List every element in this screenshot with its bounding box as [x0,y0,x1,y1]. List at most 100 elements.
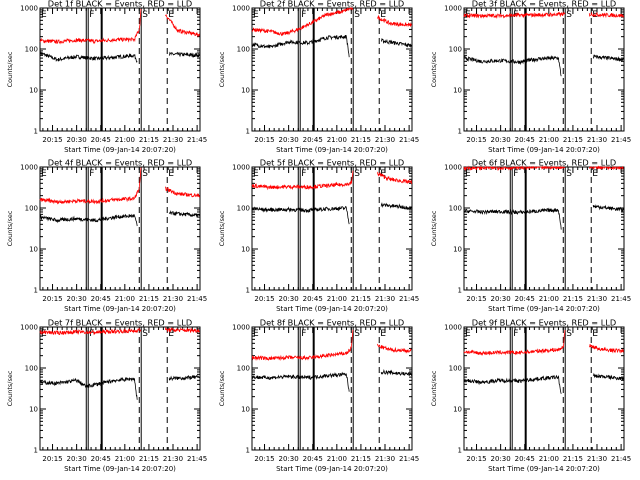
y-tick-label: 1000 [20,5,38,13]
x-tick-label: 21:00 [539,295,559,303]
event-marker-label: S [566,10,572,20]
event-marker-label: S [354,329,360,339]
x-axis-label: Start Time (09-Jan-14 20:07:20) [64,465,176,473]
x-tick-label: 21:30 [375,295,395,303]
event-marker-label: S [566,329,572,339]
x-axis-label: Start Time (09-Jan-14 20:07:20) [488,465,600,473]
x-tick-label: 20:15 [254,455,274,463]
chart-panel: Det 7f BLACK = Events, RED = LLD Counts/s… [6,318,207,474]
chart-panel: Det 6f BLACK = Events, RED = LLD Counts/s… [430,158,631,314]
events-series-line [463,54,624,77]
x-tick-label: 21:00 [115,136,135,144]
x-tick-label: 20:30 [491,136,511,144]
x-tick-label: 20:30 [67,295,87,303]
x-tick-label: 21:45 [187,136,207,144]
y-tick-label: 10 [29,87,38,95]
chart-title: Det 1f BLACK = Events, RED = LLD [48,0,192,9]
y-tick-label: 1 [246,128,250,136]
y-tick-label: 1000 [444,164,462,172]
x-tick-label: 20:45 [303,295,323,303]
plot-frame [251,7,413,132]
x-tick-label: 20:45 [515,136,535,144]
chart-title: Det 2f BLACK = Events, RED = LLD [260,0,404,9]
event-marker-label: E [592,329,598,339]
x-axis-label: Start Time (09-Jan-14 20:07:20) [488,146,600,154]
x-tick-label: 21:15 [351,136,371,144]
x-tick-label: 21:45 [611,295,631,303]
y-tick-label: 1 [34,128,38,136]
y-tick-label: 1000 [20,164,38,172]
x-axis-label: Start Time (09-Jan-14 20:07:20) [276,146,388,154]
x-tick-label: 21:45 [187,455,207,463]
x-tick-label: 21:30 [375,455,395,463]
lld-series-line [251,7,412,37]
event-marker-label: S [142,10,148,20]
chart-title: Det 3f BLACK = Events, RED = LLD [472,0,616,9]
lld-series-line [463,165,624,172]
y-tick-label: 1 [246,447,250,455]
x-tick-label: 21:45 [399,136,419,144]
x-tick-label: 20:30 [279,136,299,144]
event-marker-label: S [354,169,360,179]
events-series-line [39,210,200,227]
y-tick-label: 10 [241,406,250,414]
y-tick-label: 1 [458,447,462,455]
lld-series-line [463,11,624,19]
event-marker-label: E [380,10,386,20]
x-tick-label: 20:30 [491,455,511,463]
event-marker-label: E [380,329,386,339]
plot-frame [39,326,201,451]
x-tick-label: 21:15 [563,136,583,144]
y-axis-label: Counts/sec [218,370,226,406]
x-tick-label: 20:45 [303,455,323,463]
event-marker-label: S [142,329,148,339]
chart-panel: Det 4f BLACK = Events, RED = LLD Counts/s… [6,158,207,314]
x-tick-label: 20:15 [42,455,62,463]
y-tick-label: 10 [29,246,38,254]
x-tick-label: 21:30 [587,295,607,303]
x-tick-label: 21:30 [163,295,183,303]
x-tick-label: 20:45 [91,295,111,303]
y-axis-label: Counts/sec [430,51,438,87]
x-tick-label: 21:45 [399,455,419,463]
event-marker-label: E [168,169,174,179]
x-tick-label: 21:00 [539,455,559,463]
event-marker-label: F [89,10,94,20]
y-tick-label: 100 [449,46,462,54]
x-tick-label: 21:15 [563,295,583,303]
y-tick-label: 100 [25,365,38,373]
event-marker-label: E [41,329,47,339]
y-tick-label: 1 [246,287,250,295]
x-axis-label: Start Time (09-Jan-14 20:07:20) [488,305,600,313]
x-tick-label: 21:00 [327,455,347,463]
x-tick-label: 21:00 [327,295,347,303]
x-tick-label: 21:45 [611,136,631,144]
event-marker-label: F [513,329,518,339]
x-tick-label: 21:00 [327,136,347,144]
x-tick-label: 20:15 [42,295,62,303]
chart-panel: Det 3f BLACK = Events, RED = LLD Counts/s… [430,0,631,154]
events-series-line [251,202,412,225]
x-tick-label: 20:30 [491,295,511,303]
events-series-line [251,34,412,58]
y-tick-label: 100 [449,205,462,213]
chart-panel: Det 2f BLACK = Events, RED = LLD Counts/s… [218,0,419,154]
chart-title: Det 9f BLACK = Events, RED = LLD [472,318,616,328]
events-series-line [39,374,200,400]
x-tick-label: 20:45 [515,455,535,463]
lld-series-line [39,326,200,336]
chart-title: Det 5f BLACK = Events, RED = LLD [260,158,404,168]
y-tick-label: 100 [25,205,38,213]
events-series-line [39,51,200,63]
events-series-line [463,204,624,230]
x-tick-label: 21:00 [115,295,135,303]
chart-title: Det 7f BLACK = Events, RED = LLD [48,318,192,328]
event-marker-label: S [142,169,148,179]
x-tick-label: 20:15 [466,455,486,463]
event-marker-label: E [41,169,47,179]
event-marker-label: F [301,329,306,339]
event-marker-label: F [301,169,306,179]
y-tick-label: 1 [34,447,38,455]
y-tick-label: 1 [458,128,462,136]
